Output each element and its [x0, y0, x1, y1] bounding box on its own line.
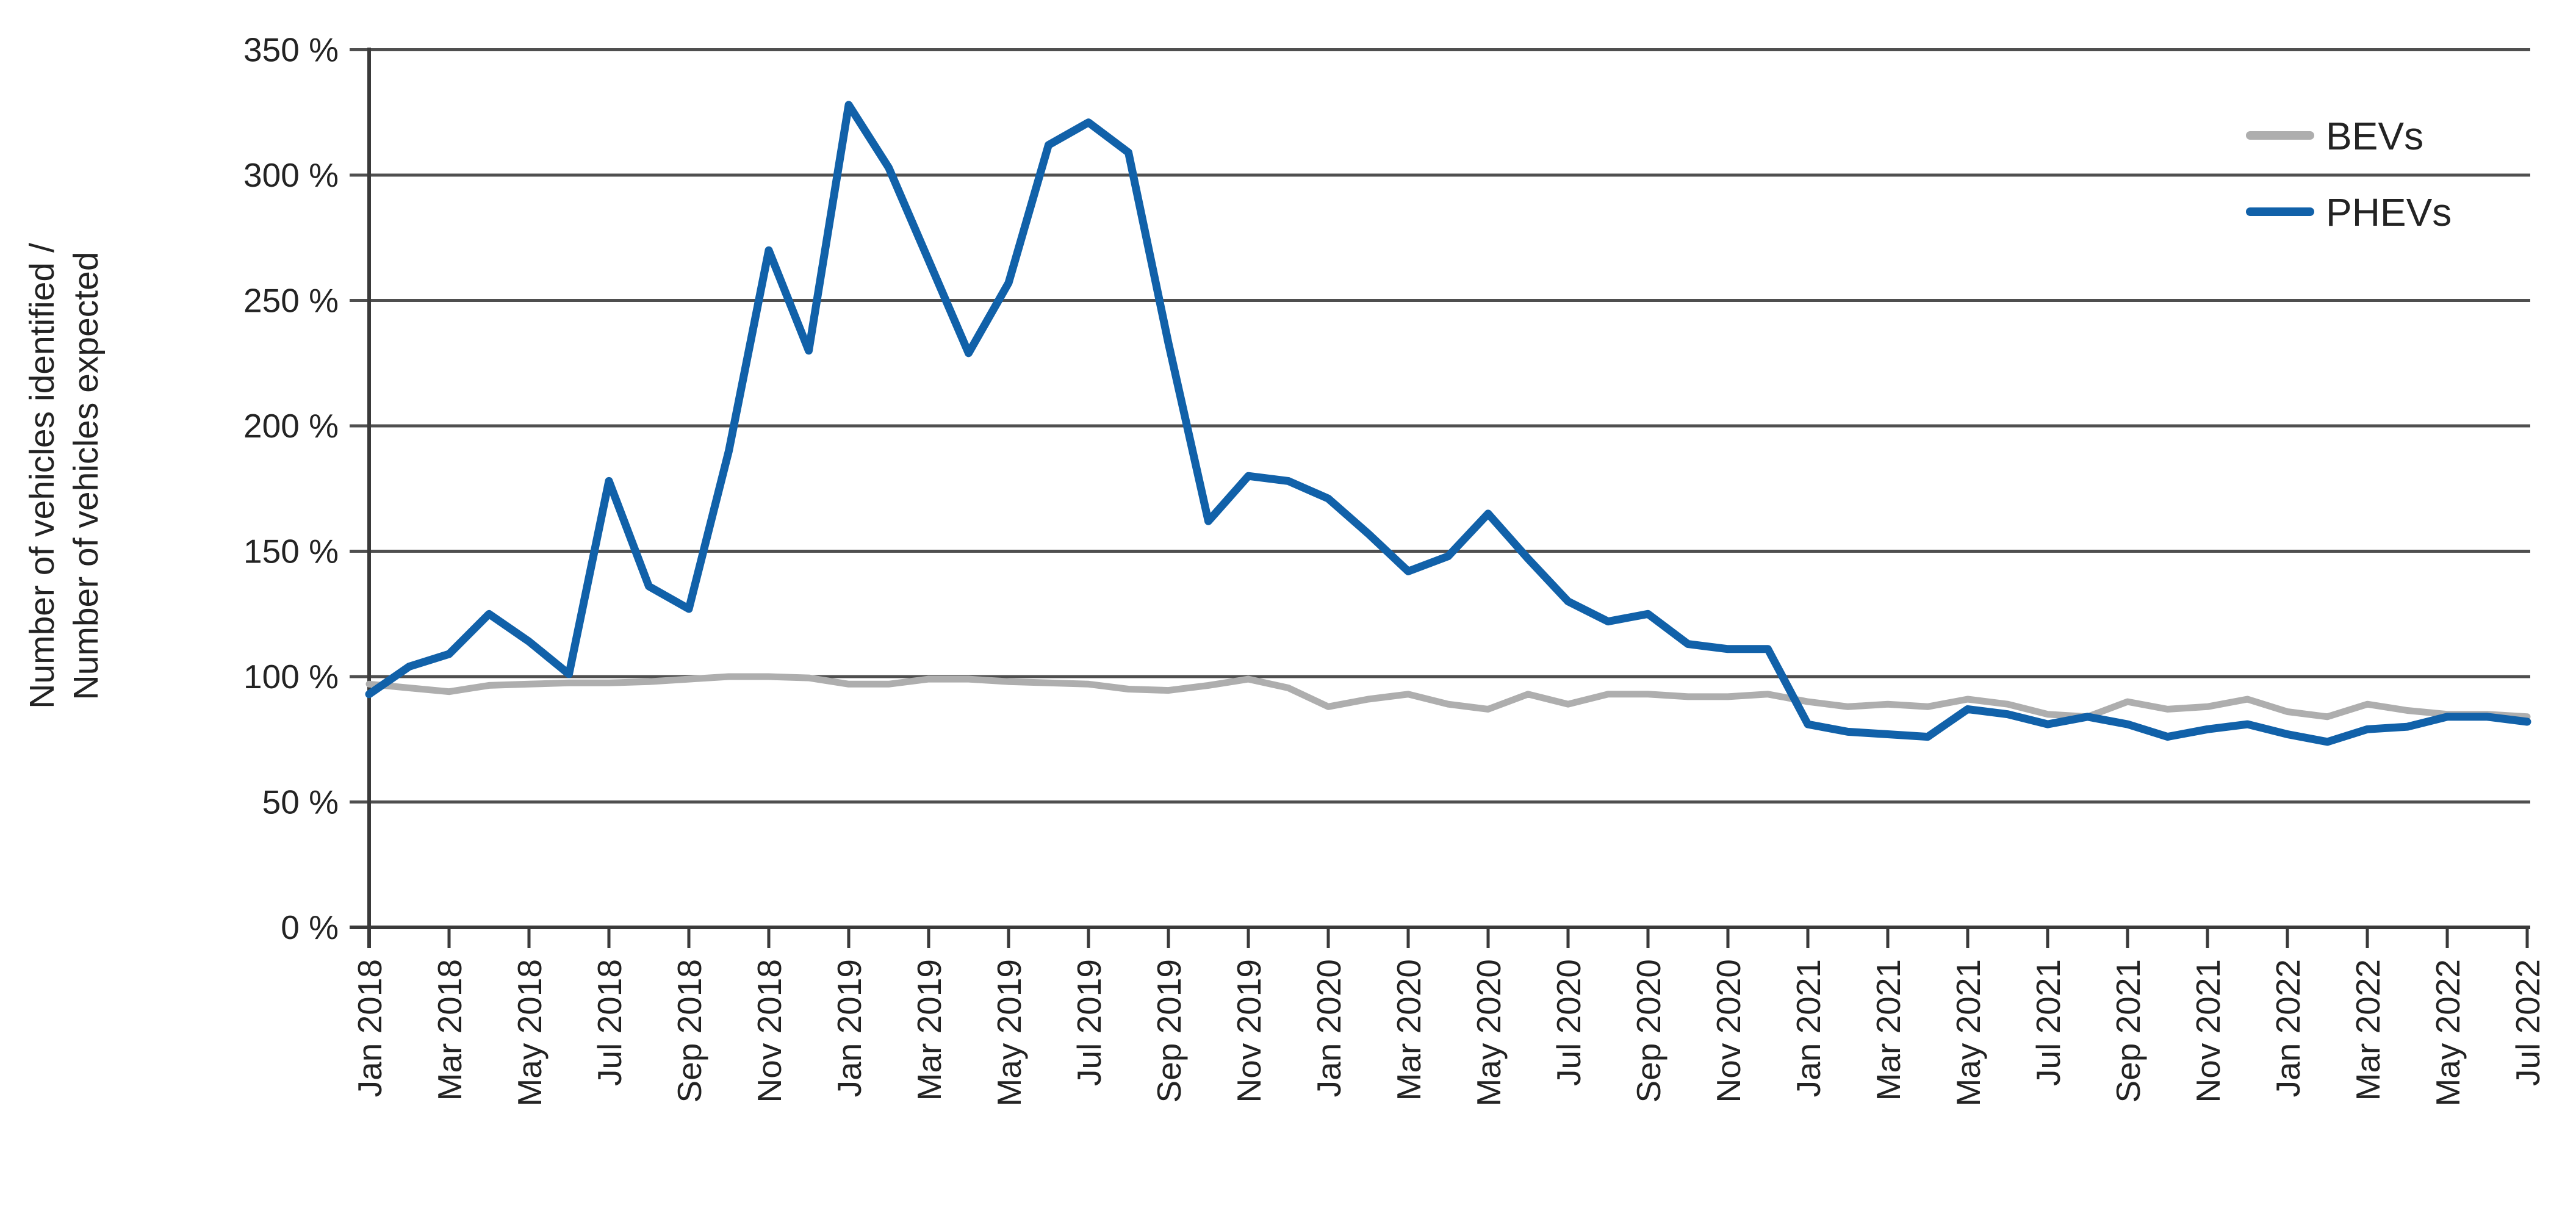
- x-tick-label-Mar 2019: Mar 2019: [910, 959, 948, 1101]
- x-tick-label-Nov 2021: Nov 2021: [2189, 959, 2227, 1102]
- x-tick-label-Sep 2020: Sep 2020: [1630, 959, 1668, 1103]
- phevs-line: [365, 101, 2531, 746]
- x-tick-label-Jan 2019: Jan 2019: [830, 959, 868, 1097]
- x-tick-label-Nov 2018: Nov 2018: [750, 959, 788, 1102]
- x-tick-label-Jan 2020: Jan 2020: [1310, 959, 1348, 1097]
- y-tick-label-0: 0 %: [281, 908, 339, 946]
- x-tick-label-Mar 2022: Mar 2022: [2349, 959, 2387, 1101]
- y-tick-label-350: 350 %: [243, 31, 339, 69]
- x-tick-label-May 2020: May 2020: [1470, 959, 1508, 1107]
- x-tick-label-Mar 2021: Mar 2021: [1869, 959, 1907, 1101]
- legend-label-bevs: BEVs: [2326, 114, 2423, 158]
- x-tick-label-Nov 2019: Nov 2019: [1230, 959, 1268, 1102]
- y-axis-tick-labels: 0 % 50 % 100 % 150 % 200 % 250 % 300 % 350 %: [243, 31, 339, 947]
- series-lines: [365, 101, 2531, 746]
- y-tick-label-200: 200 %: [243, 407, 339, 445]
- x-tick-label-May 2019: May 2019: [990, 959, 1028, 1107]
- x-tick-label-Jan 2022: Jan 2022: [2269, 959, 2307, 1097]
- x-tick-label-May 2022: May 2022: [2429, 959, 2467, 1107]
- x-tick-label-Mar 2020: Mar 2020: [1390, 959, 1428, 1101]
- x-tick-label-Jul 2021: Jul 2021: [2029, 959, 2067, 1086]
- x-axis-ticks: [367, 927, 2529, 948]
- x-tick-label-Sep 2019: Sep 2019: [1150, 959, 1188, 1103]
- x-tick-label-Sep 2018: Sep 2018: [671, 959, 708, 1103]
- x-tick-label-Jul 2019: Jul 2019: [1070, 959, 1108, 1086]
- x-tick-label-Jul 2018: Jul 2018: [591, 959, 628, 1086]
- y-tick-label-50: 50 %: [262, 783, 339, 821]
- y-axis-title-line-1: Number of vehicles identified /: [23, 243, 62, 709]
- bevs-line: [365, 673, 2531, 721]
- x-tick-label-Sep 2021: Sep 2021: [2109, 959, 2147, 1103]
- y-tick-label-300: 300 %: [243, 156, 339, 194]
- y-tick-label-250: 250 %: [243, 282, 339, 320]
- x-axis-tick-labels: Jan 2018 Mar 2018 May 2018 Jul 2018 Sep 2018…: [351, 959, 2547, 1107]
- y-tick-label-150: 150 %: [243, 533, 339, 570]
- x-tick-label-Mar 2018: Mar 2018: [431, 959, 469, 1101]
- legend: BEVs PHEVs: [2246, 114, 2452, 234]
- x-tick-label-Jul 2022: Jul 2022: [2509, 959, 2547, 1086]
- x-tick-label-May 2021: May 2021: [1949, 959, 1987, 1107]
- y-axis-title-line-2: Number of vehicles expected: [67, 251, 106, 700]
- x-tick-label-Nov 2020: Nov 2020: [1710, 959, 1747, 1102]
- x-tick-label-Jan 2018: Jan 2018: [351, 959, 389, 1097]
- gridlines: [350, 48, 2530, 929]
- x-tick-label-May 2018: May 2018: [511, 959, 549, 1107]
- legend-label-phevs: PHEVs: [2326, 190, 2452, 234]
- x-tick-label-Jan 2021: Jan 2021: [1790, 959, 1827, 1097]
- y-tick-label-100: 100 %: [243, 658, 339, 696]
- x-tick-label-Jul 2020: Jul 2020: [1550, 959, 1588, 1086]
